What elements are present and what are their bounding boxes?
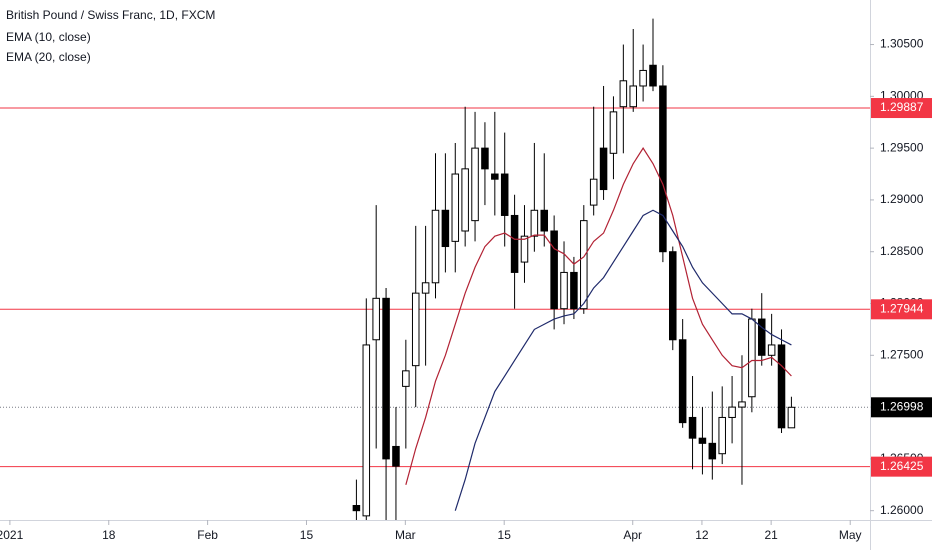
candle-body — [481, 147, 489, 170]
x-tick-label: 15 — [498, 528, 512, 542]
candle-body — [757, 318, 766, 356]
candle-body — [777, 344, 786, 429]
candle-body — [748, 318, 756, 398]
candle-body — [589, 178, 598, 206]
last-price-tag-bg — [871, 397, 932, 418]
candle-body — [500, 173, 509, 216]
legend-entry: EMA (20, close) — [6, 50, 91, 64]
x-tick-label: 21 — [764, 528, 778, 542]
legend-entry: EMA (10, close) — [6, 30, 91, 44]
candle-body — [451, 173, 460, 242]
x-tick-label: 15 — [300, 528, 314, 542]
candle-body — [471, 147, 479, 222]
candle-body — [728, 406, 736, 418]
y-tick-label: 1.28500 — [880, 244, 924, 258]
candle-body — [540, 209, 549, 232]
candle-body — [609, 111, 618, 154]
candle-body — [669, 251, 677, 341]
candle-body — [510, 214, 519, 273]
x-tick-label: 12 — [695, 528, 709, 542]
candle-body — [718, 416, 726, 455]
level-price-tag: 1.27944 — [880, 301, 924, 315]
y-tick-label: 1.27500 — [880, 347, 924, 361]
y-tick-label: 1.26000 — [880, 503, 924, 517]
last-price-tag: 1.26998 — [880, 399, 924, 413]
candle-body — [421, 282, 430, 294]
candle-body — [678, 339, 687, 424]
level-price-tag-bg — [871, 299, 932, 320]
x-tick-label: Mar — [395, 528, 416, 542]
candle-body — [402, 370, 410, 387]
candle-body — [550, 230, 558, 310]
candle-body — [441, 209, 450, 248]
candle-body — [767, 344, 776, 356]
chart-title: British Pound / Swiss Franc, 1D, FXCM — [6, 8, 215, 22]
candle-body — [352, 504, 361, 512]
plot-area — [0, 18, 870, 520]
candle-body — [619, 80, 628, 108]
y-tick-label: 1.30500 — [880, 37, 924, 51]
candle-body — [392, 445, 400, 467]
candle-body — [520, 235, 529, 263]
candle-body — [649, 64, 657, 87]
level-price-tag: 1.26425 — [880, 459, 924, 473]
x-tick-label: 18 — [102, 528, 116, 542]
candle-body — [530, 209, 539, 237]
candle-body — [372, 297, 380, 341]
candle-body — [738, 401, 746, 408]
axes: 1.260001.265001.270001.275001.280001.285… — [0, 37, 932, 542]
level-price-tag: 1.29887 — [880, 100, 924, 114]
candle-body — [698, 437, 707, 444]
candle-body — [491, 173, 499, 180]
candle-body — [560, 271, 568, 310]
candle-body — [461, 168, 469, 232]
x-tick-label: 2021 — [0, 528, 24, 542]
candle-body — [411, 292, 420, 367]
candle-body — [708, 442, 717, 460]
candle-body — [688, 416, 697, 439]
candle-body — [580, 220, 588, 310]
level-price-tag-bg — [871, 456, 932, 477]
ema-line — [405, 147, 792, 485]
candle-body — [659, 85, 667, 253]
candle-body — [570, 271, 578, 310]
candle-body — [629, 85, 637, 108]
candle-body — [787, 406, 796, 429]
candle-body — [599, 147, 608, 191]
candle-body — [639, 69, 647, 87]
candle-body — [431, 209, 440, 284]
y-tick-label: 1.29500 — [880, 140, 924, 154]
level-price-tag-bg — [871, 98, 932, 119]
x-tick-label: May — [839, 528, 862, 542]
x-tick-label: Apr — [623, 528, 642, 542]
ema-line — [454, 209, 792, 511]
y-tick-label: 1.29000 — [880, 192, 924, 206]
x-tick-label: Feb — [197, 528, 218, 542]
candle-body — [382, 297, 390, 460]
candle-body — [362, 344, 371, 517]
